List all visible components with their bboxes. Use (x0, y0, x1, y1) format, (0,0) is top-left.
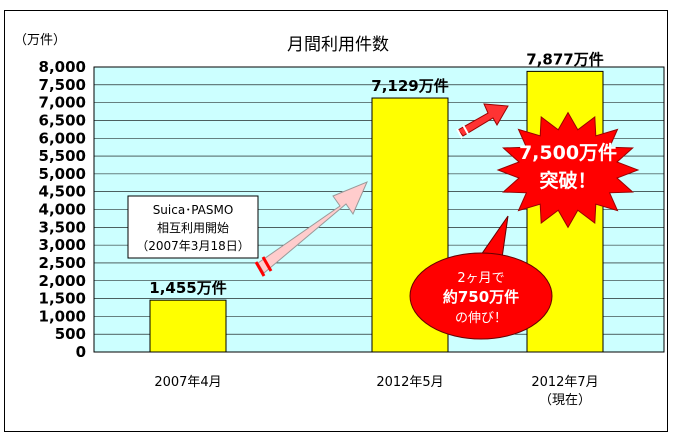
callout-line-1: 2ヶ月で (457, 271, 504, 286)
value-labels: 1,455万件 7,129万件 7,877万件 (149, 50, 603, 297)
milestone-starburst (496, 111, 640, 229)
y-tick-label: 6,500 (39, 111, 86, 129)
x-category-label: 2007年4月 (154, 375, 221, 390)
y-tick-label: 5,500 (39, 147, 86, 165)
y-tick-label: 1,000 (39, 307, 86, 325)
y-tick-label: 6,000 (39, 129, 86, 147)
chart-title: 月間利用件数 (287, 35, 389, 55)
callout-line-2: 約750万件 (443, 288, 519, 306)
burst-line-1: 7,500万件 (519, 141, 617, 164)
callout-line-3: の伸び！ (455, 311, 507, 326)
value-label: 7,877万件 (526, 50, 603, 68)
note-line-1: Suica･PASMO (153, 203, 234, 217)
y-axis-ticks: 05001,0001,5002,0002,5003,0003,5004,0004… (39, 58, 86, 361)
y-tick-label: 3,500 (39, 218, 86, 236)
x-axis-categories: 2007年4月 2012年5月 2012年7月 （現在） (154, 375, 598, 408)
note-line-2: 相互利用開始 (157, 221, 229, 235)
y-tick-label: 4,000 (39, 201, 86, 219)
x-category-label: 2012年7月 (531, 375, 598, 390)
y-tick-label: 4,500 (39, 183, 86, 201)
x-category-sublabel: （現在） (539, 393, 591, 408)
x-category-label: 2012年5月 (376, 375, 443, 390)
y-tick-label: 3,000 (39, 236, 86, 254)
y-tick-label: 8,000 (39, 58, 86, 76)
unit-label: （万件） (14, 33, 66, 48)
y-tick-label: 2,000 (39, 272, 86, 290)
y-tick-label: 7,000 (39, 94, 86, 112)
y-tick-label: 5,000 (39, 165, 86, 183)
y-tick-label: 0 (76, 343, 86, 361)
bar (149, 299, 227, 353)
note-line-3: （2007年3月18日） (136, 239, 249, 253)
y-tick-label: 7,500 (39, 76, 86, 94)
growth-arrow-large (257, 181, 368, 274)
burst-line-2: 突破！ (539, 169, 596, 192)
arrow-small-stripes (456, 124, 469, 139)
y-tick-label: 500 (55, 325, 86, 343)
note-box (127, 195, 259, 259)
y-tick-label: 1,500 (39, 290, 86, 308)
value-label: 1,455万件 (149, 279, 226, 297)
y-tick-label: 2,500 (39, 254, 86, 272)
value-label: 7,129万件 (371, 77, 448, 95)
arrow-stripes (254, 256, 273, 277)
callout-bubble (409, 252, 553, 340)
